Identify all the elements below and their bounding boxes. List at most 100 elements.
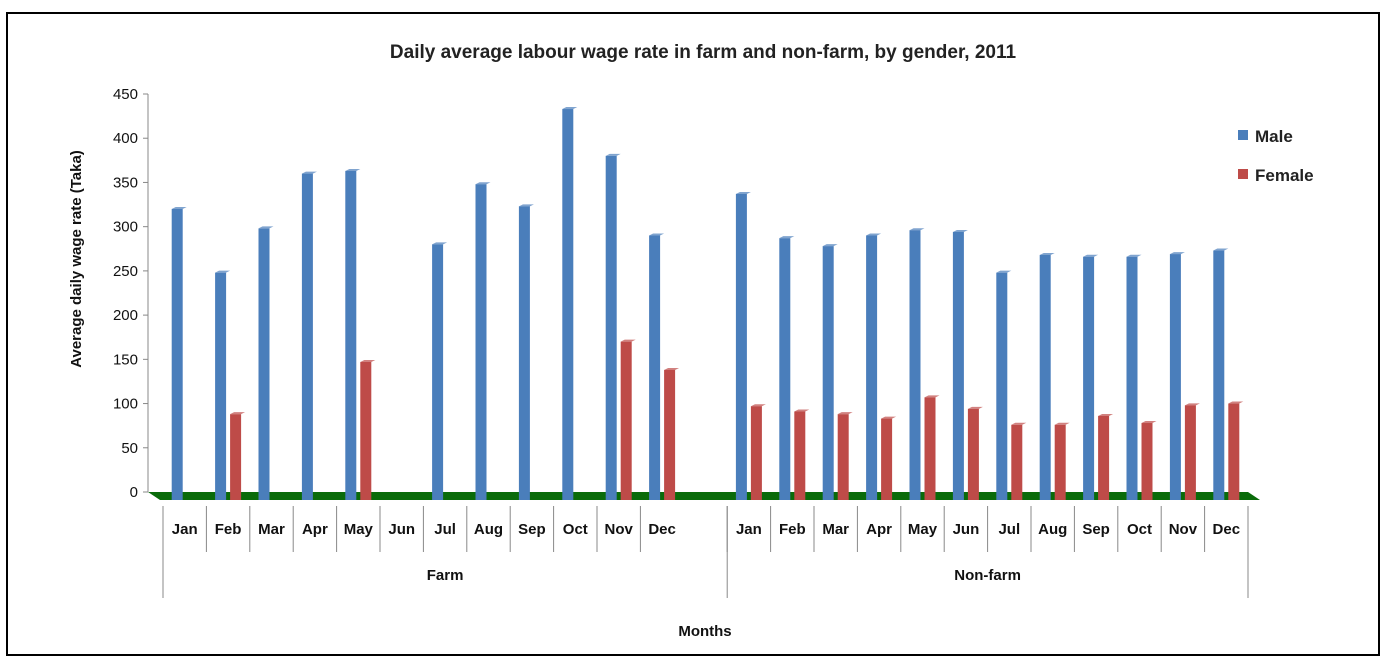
bar-male (432, 244, 444, 500)
bar-male-top (345, 168, 361, 171)
bar-male-top (735, 191, 751, 194)
x-tick-label: Nov (1169, 521, 1198, 538)
group-label: Farm (427, 567, 464, 584)
bar-male-top (1169, 252, 1185, 255)
bar-male-top (649, 233, 665, 236)
bar-male-top (215, 270, 231, 273)
bar-female-top (881, 416, 897, 419)
bar-male (779, 238, 791, 501)
bar-female-top (1141, 421, 1157, 424)
chart-title: Daily average labour wage rate in farm a… (390, 42, 1017, 63)
bar-male-top (432, 242, 448, 245)
bar-male (649, 235, 661, 500)
bar-female (881, 418, 893, 500)
bar-male-top (779, 236, 795, 239)
x-tick-label: May (344, 521, 374, 538)
bar-male-top (1039, 252, 1055, 255)
bar-female (1098, 415, 1110, 500)
bar-male (866, 235, 878, 500)
bar-female (837, 414, 849, 500)
bar-female-top (1054, 422, 1070, 425)
x-tick-label: Dec (1213, 521, 1241, 538)
bar-female-top (230, 412, 246, 415)
x-tick-label: Feb (779, 521, 806, 538)
x-tick-label: Apr (866, 521, 892, 538)
bar-female-top (360, 359, 376, 362)
bar-female-top (750, 404, 766, 407)
bar-female-top (794, 409, 810, 412)
bar-male (1169, 254, 1181, 500)
bar-female-top (1098, 413, 1114, 416)
bar-female-top (1011, 422, 1027, 425)
bar-female (924, 397, 936, 500)
x-tick-label: Jan (172, 521, 198, 538)
bar-female (1141, 423, 1153, 500)
bar-male-top (171, 206, 187, 209)
bar-male-top (952, 229, 968, 232)
bar-male (258, 228, 270, 501)
x-tick-label: Aug (474, 521, 503, 538)
bar-male (1213, 250, 1225, 500)
bar-female (1054, 424, 1066, 500)
x-tick-label: Jan (736, 521, 762, 538)
bar-female (967, 408, 979, 500)
x-tick-label: Oct (563, 521, 588, 538)
x-tick-label: Mar (822, 521, 849, 538)
y-tick-label: 300 (113, 219, 138, 236)
bar-male-top (822, 244, 838, 247)
y-tick-label: 250 (113, 263, 138, 280)
bar-male (822, 246, 834, 500)
bar-male (171, 208, 183, 500)
bar-female (1228, 403, 1240, 500)
bar-female-top (1184, 403, 1200, 406)
bar-female (230, 414, 242, 500)
legend-label-male: Male (1255, 127, 1293, 146)
bar-male-top (518, 204, 534, 207)
x-tick-label: Jul (434, 521, 456, 538)
bar-female-top (967, 406, 983, 409)
bar-male (1126, 256, 1138, 500)
bar-female-top (664, 367, 680, 370)
y-tick-label: 50 (121, 440, 138, 457)
bar-male (345, 170, 357, 501)
chart-floor (148, 492, 1260, 500)
bar-female (360, 361, 372, 500)
y-axis-title: Average daily wage rate (Taka) (68, 150, 85, 368)
bar-male-top (605, 153, 621, 156)
bar-male (562, 109, 574, 500)
group-label: Non-farm (954, 567, 1021, 584)
x-tick-label: May (908, 521, 938, 538)
bar-male-top (562, 107, 578, 110)
bar-female-top (620, 339, 636, 342)
bar-male (301, 173, 313, 500)
bar-male (735, 193, 747, 501)
bar-male-top (1213, 248, 1229, 251)
plot-area: 0 50 100 150 200 250 300 350 400 450 Jan Feb Mar Apr M… (113, 86, 1260, 598)
bar-male (215, 272, 227, 500)
x-tick-label: Nov (605, 521, 634, 538)
bar-female (1184, 405, 1196, 500)
bar-female (750, 406, 762, 500)
bar-male-top (475, 182, 491, 185)
bar-female-top (837, 412, 853, 415)
bar-female-top (1228, 401, 1244, 404)
bar-male-top (909, 228, 925, 231)
bar-female (620, 341, 632, 500)
x-tick-label: Oct (1127, 521, 1152, 538)
x-tick-label: Dec (648, 521, 676, 538)
legend-label-female: Female (1255, 166, 1314, 185)
bar-male (1039, 254, 1051, 500)
bar-male-top (258, 226, 274, 229)
bar-female (664, 369, 676, 500)
bar-chart: Daily average labour wage rate in farm a… (68, 42, 1314, 640)
legend-swatch-male (1238, 130, 1248, 140)
y-tick-label: 150 (113, 351, 138, 368)
bar-male (518, 206, 530, 500)
bar-female (794, 411, 806, 500)
bar-male-top (1083, 254, 1099, 257)
legend: Male Female (1238, 127, 1314, 185)
x-tick-label: Apr (302, 521, 328, 538)
x-tick-label: Jun (953, 521, 980, 538)
y-tick-label: 200 (113, 307, 138, 324)
bar-female-top (924, 395, 940, 398)
